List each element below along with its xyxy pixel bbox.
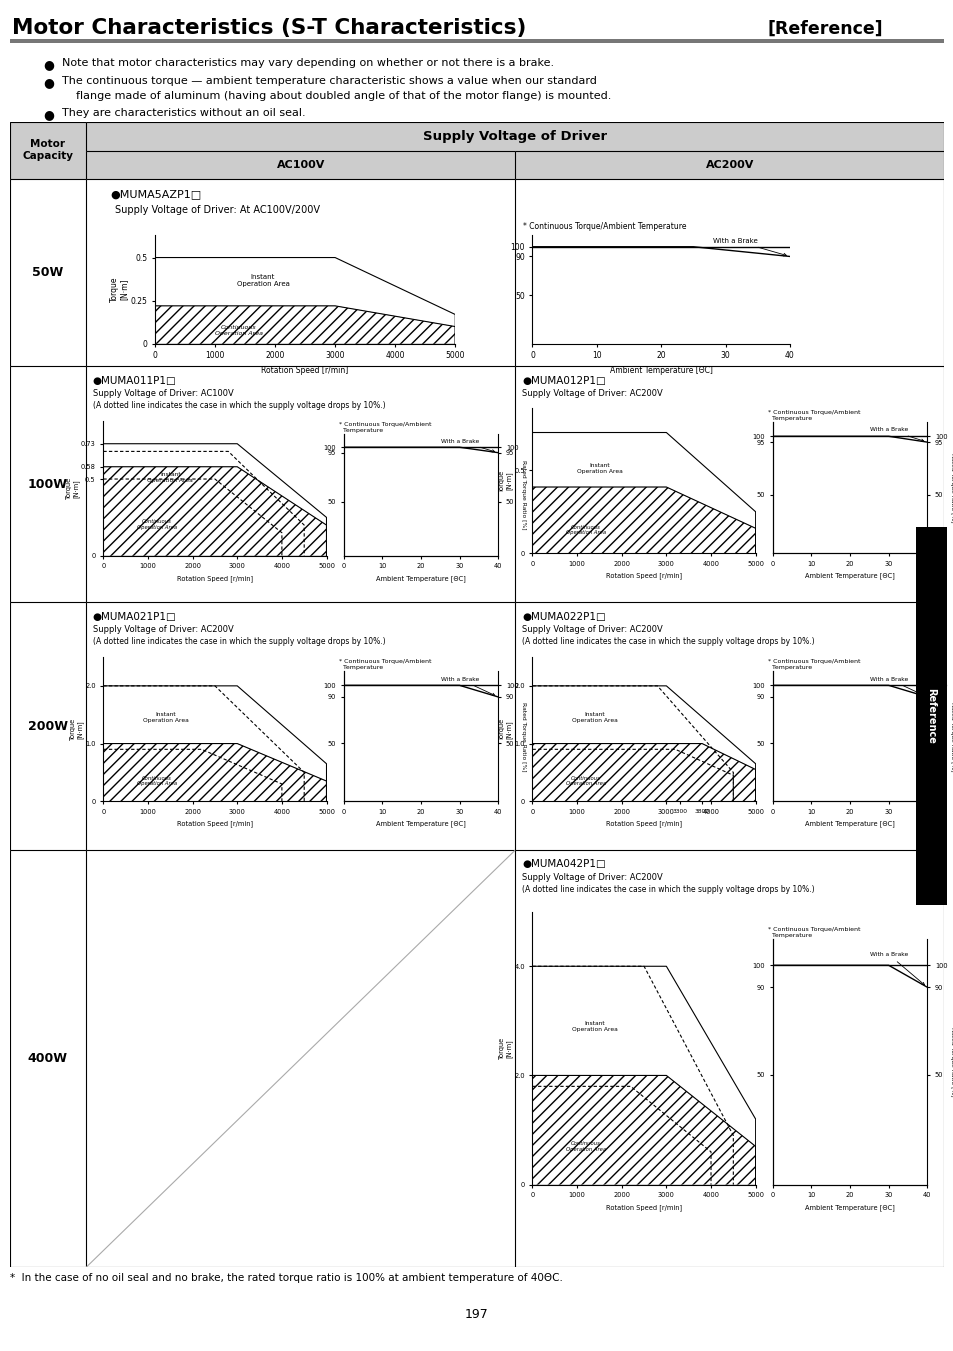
Y-axis label: Torque
[N·m]: Torque [N·m] (498, 717, 513, 740)
Text: Instant
Operation Area: Instant Operation Area (572, 712, 618, 723)
X-axis label: Ambient Temperature [ΘC]: Ambient Temperature [ΘC] (804, 573, 894, 580)
Text: AC200V: AC200V (705, 161, 753, 170)
Polygon shape (103, 686, 326, 801)
Polygon shape (154, 258, 455, 343)
Text: Continuous
Operation Area: Continuous Operation Area (565, 775, 605, 786)
Text: ●: ● (43, 58, 53, 72)
Text: 50W: 50W (32, 266, 64, 280)
Text: Supply Voltage of Driver: AC100V: Supply Voltage of Driver: AC100V (92, 389, 233, 399)
Polygon shape (103, 743, 326, 801)
Text: ●: ● (43, 76, 53, 89)
X-axis label: Rotation Speed [r/min]: Rotation Speed [r/min] (176, 820, 253, 827)
Text: With a Brake: With a Brake (869, 952, 923, 985)
Text: [Reference]: [Reference] (767, 20, 882, 38)
Text: Continuous
Operation Area: Continuous Operation Area (565, 1142, 605, 1152)
Text: (A dotted line indicates the case in which the supply voltage drops by 10%.): (A dotted line indicates the case in whi… (92, 401, 385, 411)
Y-axis label: Rated Torque Ratio [%]: Rated Torque Ratio [%] (520, 701, 526, 771)
Y-axis label: Rated Torque Ratio [%]: Rated Torque Ratio [%] (520, 461, 526, 530)
X-axis label: Rotation Speed [r/min]: Rotation Speed [r/min] (605, 1204, 681, 1210)
Polygon shape (532, 686, 755, 801)
Y-axis label: Torque
[N·m]: Torque [N·m] (70, 717, 84, 740)
X-axis label: Ambient Temperature [ΘC]: Ambient Temperature [ΘC] (375, 576, 465, 582)
Polygon shape (103, 443, 326, 555)
X-axis label: Ambient Temperature [ΘC]: Ambient Temperature [ΘC] (375, 820, 465, 827)
Polygon shape (532, 966, 755, 1185)
Text: With a Brake: With a Brake (869, 427, 923, 442)
Text: * Continuous Torque/Ambient
  Temperature: * Continuous Torque/Ambient Temperature (767, 659, 860, 670)
Text: With a Brake: With a Brake (440, 677, 495, 696)
Text: ●MUMA042P1□: ●MUMA042P1□ (521, 859, 605, 870)
Text: ●MUMA5AZP1□: ●MUMA5AZP1□ (110, 189, 201, 200)
Y-axis label: Torque
[N·m]: Torque [N·m] (66, 477, 79, 500)
Polygon shape (532, 743, 755, 801)
X-axis label: Rotation Speed [r/min]: Rotation Speed [r/min] (605, 820, 681, 827)
Text: They are characteristics without an oil seal.: They are characteristics without an oil … (62, 108, 305, 118)
Text: ●MUMA022P1□: ●MUMA022P1□ (521, 612, 605, 621)
Text: With a Brake: With a Brake (712, 238, 785, 255)
Text: ●MUMA011P1□: ●MUMA011P1□ (92, 376, 176, 386)
Text: * Continuous Torque/Ambient Temperature: * Continuous Torque/Ambient Temperature (522, 222, 686, 231)
Text: The continuous torque — ambient temperature characteristic shows a value when ou: The continuous torque — ambient temperat… (62, 76, 597, 85)
Polygon shape (532, 1075, 755, 1185)
X-axis label: Ambient Temperature [ΘC]: Ambient Temperature [ΘC] (804, 820, 894, 827)
Text: (A dotted line indicates the case in which the supply voltage drops by 10%.): (A dotted line indicates the case in whi… (521, 638, 814, 646)
Text: Supply Voltage of Driver: AC200V: Supply Voltage of Driver: AC200V (521, 626, 662, 634)
Text: Continuous
Operation Area: Continuous Operation Area (565, 524, 605, 535)
Text: 100W: 100W (28, 478, 68, 490)
Y-axis label: Torque
[N·m]: Torque [N·m] (110, 277, 129, 303)
Text: AC100V: AC100V (276, 161, 325, 170)
Text: Instant
Operation Area: Instant Operation Area (143, 712, 189, 723)
Text: Supply Voltage of Driver: Supply Voltage of Driver (423, 130, 607, 143)
Text: * Continuous Torque/Ambient
  Temperature: * Continuous Torque/Ambient Temperature (767, 411, 860, 422)
Y-axis label: Rated Torque Ratio [%]: Rated Torque Ratio [%] (949, 453, 953, 523)
Text: * Continuous Torque/Ambient
  Temperature: * Continuous Torque/Ambient Temperature (767, 927, 860, 938)
Text: Continuous
Operation Area: Continuous Operation Area (214, 326, 263, 336)
Text: (A dotted line indicates the case in which the supply voltage drops by 10%.): (A dotted line indicates the case in whi… (521, 885, 814, 894)
Text: Motor
Capacity: Motor Capacity (22, 139, 73, 161)
Text: (A dotted line indicates the case in which the supply voltage drops by 10%.): (A dotted line indicates the case in whi… (92, 638, 385, 646)
Y-axis label: Torque
[N·m]: Torque [N·m] (498, 469, 513, 492)
X-axis label: Rotation Speed [r/min]: Rotation Speed [r/min] (176, 576, 253, 582)
Text: Supply Voltage of Driver: AC200V: Supply Voltage of Driver: AC200V (92, 626, 233, 634)
Text: Instant
Operation Area: Instant Operation Area (148, 471, 193, 482)
Text: ●: ● (43, 108, 53, 122)
Text: * Continuous Torque/Ambient
  Temperature: * Continuous Torque/Ambient Temperature (338, 422, 431, 432)
Text: Continuous
Operation Area: Continuous Operation Area (136, 519, 177, 530)
Text: 400W: 400W (28, 1052, 68, 1065)
Text: 200W: 200W (28, 720, 68, 732)
Text: flange made of aluminum (having about doubled angle of that of the motor flange): flange made of aluminum (having about do… (62, 91, 611, 100)
Text: Supply Voltage of Driver: At AC100V/200V: Supply Voltage of Driver: At AC100V/200V (114, 204, 319, 215)
Y-axis label: Rated Torque Ratio [%]: Rated Torque Ratio [%] (949, 1027, 953, 1097)
Y-axis label: Torque
[N·m]: Torque [N·m] (498, 1038, 513, 1059)
Text: With a Brake: With a Brake (869, 677, 923, 696)
Text: Reference: Reference (925, 688, 936, 744)
Text: ●MUMA012P1□: ●MUMA012P1□ (521, 376, 605, 386)
Polygon shape (154, 305, 455, 343)
Polygon shape (532, 486, 755, 553)
Text: Instant
Operation Area: Instant Operation Area (236, 274, 289, 288)
Text: Instant
Operation Area: Instant Operation Area (576, 463, 621, 474)
Text: Supply Voltage of Driver: AC200V: Supply Voltage of Driver: AC200V (521, 873, 662, 882)
Text: With a Brake: With a Brake (440, 439, 494, 453)
Text: * Continuous Torque/Ambient
  Temperature: * Continuous Torque/Ambient Temperature (338, 659, 431, 670)
Text: Instant
Operation Area: Instant Operation Area (572, 1021, 618, 1032)
X-axis label: Rotation Speed [r/min]: Rotation Speed [r/min] (605, 573, 681, 580)
Text: 197: 197 (465, 1308, 488, 1321)
Text: Motor Characteristics (S-T Characteristics): Motor Characteristics (S-T Characteristi… (12, 18, 526, 38)
Text: ●MUMA021P1□: ●MUMA021P1□ (92, 612, 176, 621)
Polygon shape (532, 432, 755, 553)
Polygon shape (103, 466, 326, 555)
Text: Supply Voltage of Driver: AC200V: Supply Voltage of Driver: AC200V (521, 389, 662, 399)
Text: *  In the case of no oil seal and no brake, the rated torque ratio is 100% at am: * In the case of no oil seal and no brak… (10, 1273, 562, 1282)
X-axis label: Ambient Temperature [ΘC]: Ambient Temperature [ΘC] (804, 1204, 894, 1210)
X-axis label: Rotation Speed [r/min]: Rotation Speed [r/min] (261, 366, 348, 376)
Y-axis label: Rated Torque Ratio [%]: Rated Torque Ratio [%] (949, 701, 953, 771)
X-axis label: Ambient Temperature [ΘC]: Ambient Temperature [ΘC] (609, 366, 712, 376)
Text: Continuous
Operation Area: Continuous Operation Area (136, 775, 177, 786)
Text: Note that motor characteristics may vary depending on whether or not there is a : Note that motor characteristics may vary… (62, 58, 554, 68)
